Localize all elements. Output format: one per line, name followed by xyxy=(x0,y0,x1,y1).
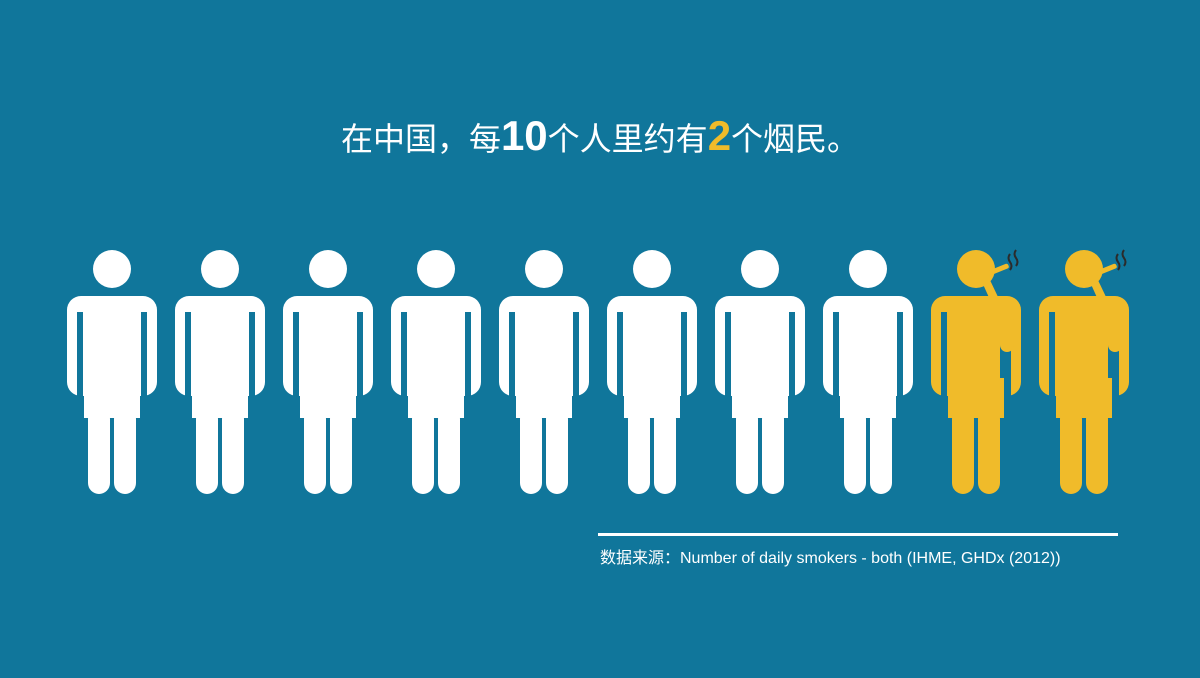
person-icon-graphic xyxy=(715,250,805,494)
smoking-person-icon xyxy=(926,248,1026,498)
person-icon xyxy=(602,248,702,498)
smoking-person-icon xyxy=(1034,248,1134,498)
person-icon xyxy=(818,248,918,498)
headline-number-smokers: 2 xyxy=(707,112,732,159)
headline-middle: 个人里约有 xyxy=(547,120,708,158)
person-icon-graphic xyxy=(823,250,913,494)
person-icon xyxy=(278,248,378,498)
person-icon-graphic xyxy=(499,250,589,494)
person-icon xyxy=(170,248,270,498)
smoking-person-icon-graphic xyxy=(931,249,1021,494)
person-icon xyxy=(386,248,486,498)
people-pictogram xyxy=(0,248,1200,498)
headline: 在中国，每10个人里约有2个烟民。 xyxy=(0,108,1200,167)
headline-prefix: 在中国，每 xyxy=(340,120,501,158)
headline-suffix: 个烟民。 xyxy=(731,120,860,158)
source-divider xyxy=(598,533,1118,536)
person-icon xyxy=(494,248,594,498)
smoking-person-icon-graphic xyxy=(1039,249,1129,494)
person-icon xyxy=(62,248,162,498)
person-icon-graphic xyxy=(175,250,265,494)
person-icon-graphic xyxy=(283,250,373,494)
data-source-caption: 数据来源：Number of daily smokers - both (IHM… xyxy=(600,550,1061,567)
person-icon xyxy=(710,248,810,498)
person-icon-graphic xyxy=(67,250,157,494)
person-icon-graphic xyxy=(391,250,481,494)
headline-number-total: 10 xyxy=(500,112,548,159)
person-icon-graphic xyxy=(607,250,697,494)
